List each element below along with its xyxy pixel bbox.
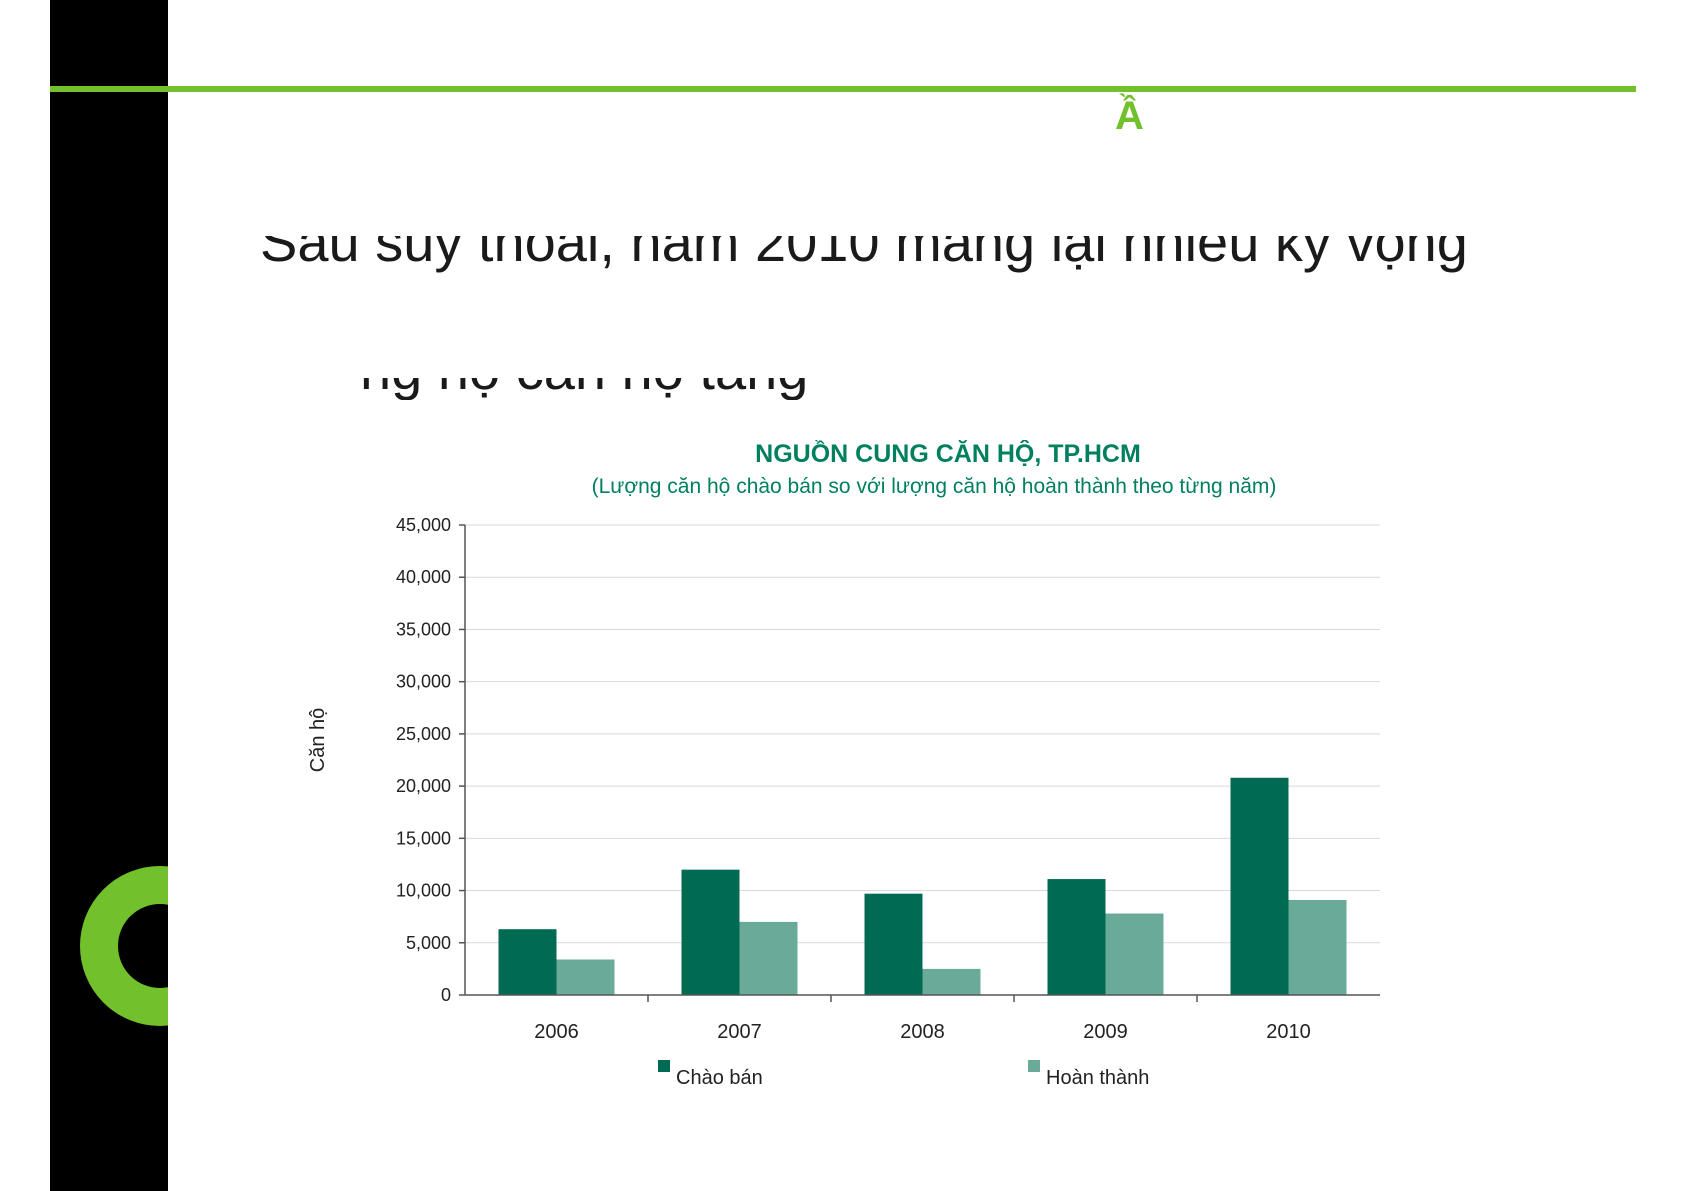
chart-subtitle: (Lượng căn hộ chào bán so với lượng căn …	[592, 475, 1277, 498]
chart-svg: NGUỒN CUNG CĂN HỘ, TP.HCM (Lượng căn hộ …	[307, 438, 1380, 1089]
chart-title: NGUỒN CUNG CĂN HỘ, TP.HCM	[755, 440, 1141, 468]
body-text-line-1: Sau suy thoái, năm 2010 mang lại nhiều k…	[260, 236, 1468, 273]
y-tick-label: 15,000	[396, 828, 451, 848]
legend-swatch	[1028, 1060, 1040, 1072]
legend-label: Hoàn thành	[1046, 1067, 1149, 1089]
bar-completed	[739, 921, 798, 995]
grid	[465, 524, 1380, 944]
y-tick-label: 10,000	[396, 881, 451, 901]
x-tick-label: 2009	[1083, 1021, 1128, 1043]
header-rule	[50, 86, 1636, 92]
y-tick-label: 40,000	[396, 567, 451, 587]
legend-swatch	[658, 1060, 670, 1072]
y-axis-label: Căn hộ	[307, 708, 329, 773]
bar-completed	[556, 959, 615, 995]
x-tick-label: 2008	[900, 1021, 945, 1043]
axes: 0 5,000 10,000 15,000 20,000 25,000 30,000 35,0…	[396, 515, 1380, 1043]
x-tick-label: 2006	[534, 1021, 579, 1043]
bars	[498, 777, 1347, 995]
y-tick-label: 20,000	[396, 776, 451, 796]
legend-label: Chào bán	[676, 1067, 763, 1089]
body-text-line-2: ng hộ căn hộ tăng	[160, 378, 1060, 400]
y-tick-label: 25,000	[396, 724, 451, 744]
legend: Chào bán Hoàn thành	[658, 1060, 1149, 1089]
y-tick-label: 5,000	[406, 933, 451, 953]
bar-completed	[1288, 899, 1347, 995]
y-tick-label: 35,000	[396, 619, 451, 639]
y-tick-label: 45,000	[396, 515, 451, 535]
y-tick-label: 30,000	[396, 672, 451, 692]
bar-offer	[498, 929, 557, 995]
ring-mask	[168, 860, 268, 1035]
bar-offer	[1230, 777, 1289, 995]
bar-completed	[1105, 913, 1164, 995]
x-tick-label: 2007	[717, 1021, 762, 1043]
bar-completed	[922, 968, 981, 995]
bar-offer	[681, 869, 740, 995]
y-tick-label: 0	[441, 985, 451, 1005]
bar-offer	[864, 893, 923, 995]
supply-chart: NGUỒN CUNG CĂN HỘ, TP.HCM (Lượng căn hộ …	[280, 438, 1400, 1100]
heading-fragment: Ầ	[1115, 94, 1144, 138]
bar-offer	[1047, 879, 1106, 995]
x-tick-label: 2010	[1266, 1021, 1311, 1043]
